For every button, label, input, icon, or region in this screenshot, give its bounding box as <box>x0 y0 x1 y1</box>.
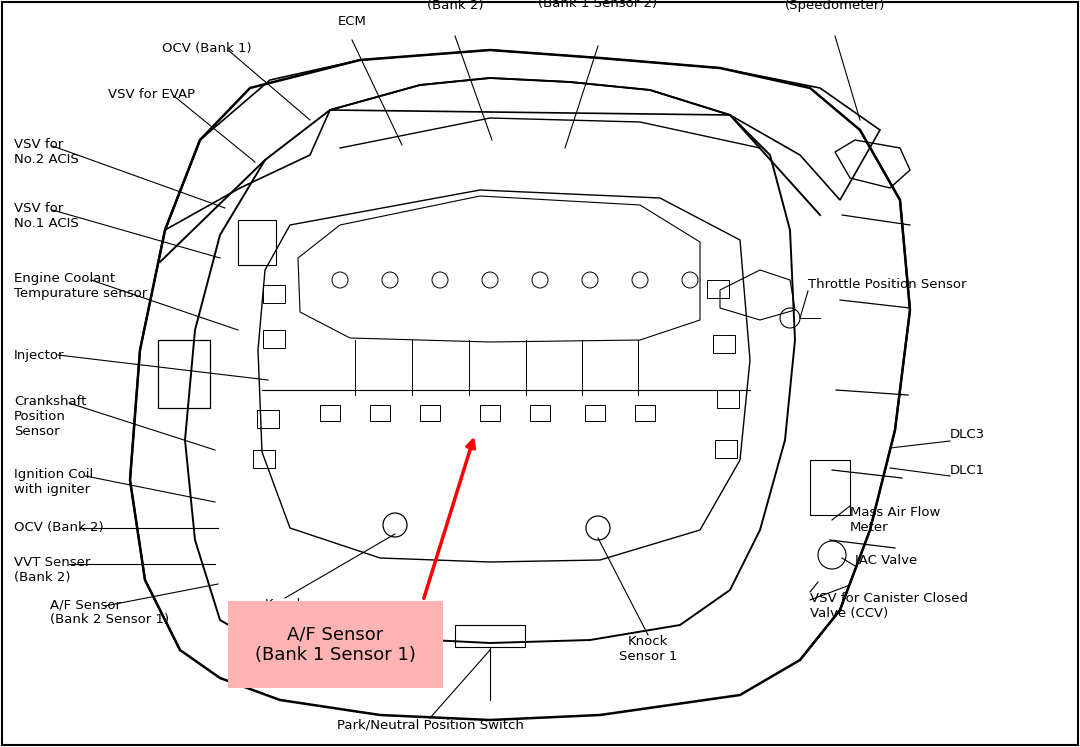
Text: Park/Neutral Position Switch: Park/Neutral Position Switch <box>337 718 524 731</box>
Text: VSV for
No.1 ACIS: VSV for No.1 ACIS <box>14 202 79 230</box>
Text: VSV for Canister Closed
Valve (CCV): VSV for Canister Closed Valve (CCV) <box>810 592 968 620</box>
Text: Engine Coolant
Tempurature sensor: Engine Coolant Tempurature sensor <box>14 272 147 300</box>
Bar <box>264 285 285 303</box>
Bar <box>530 405 550 421</box>
Bar <box>320 405 340 421</box>
Bar <box>635 405 654 421</box>
Text: VVT Sensor
(Bank 2): VVT Sensor (Bank 2) <box>417 0 494 12</box>
Text: Mass Air Flow
Meter: Mass Air Flow Meter <box>850 506 941 534</box>
Bar <box>370 405 390 421</box>
Text: A/F Sensor
(Bank 1 Sensor 1): A/F Sensor (Bank 1 Sensor 1) <box>255 625 416 664</box>
Text: Combination Meter
(Speedometer): Combination Meter (Speedometer) <box>771 0 899 12</box>
Text: Knock
Sensor 1: Knock Sensor 1 <box>256 598 314 626</box>
Bar <box>238 220 276 265</box>
Text: Heated Oxygen
Sensor
(Bank 1 Sensor 2): Heated Oxygen Sensor (Bank 1 Sensor 2) <box>539 0 658 10</box>
Text: Ignition Coil
with igniter: Ignition Coil with igniter <box>14 468 93 496</box>
Bar <box>717 390 739 408</box>
Text: VSV for
No.2 ACIS: VSV for No.2 ACIS <box>14 138 79 166</box>
Bar <box>455 625 525 647</box>
Bar <box>253 450 275 468</box>
Text: VVT Senser
(Bank 2): VVT Senser (Bank 2) <box>14 556 91 584</box>
Text: Knock
Sensor 1: Knock Sensor 1 <box>619 635 677 663</box>
Text: A/F Sensor
(Bank 2 Sensor 1): A/F Sensor (Bank 2 Sensor 1) <box>50 598 170 626</box>
Bar <box>715 440 737 458</box>
Text: Throttle Position Sensor: Throttle Position Sensor <box>808 279 967 291</box>
Bar <box>585 405 605 421</box>
Text: OCV (Bank 1): OCV (Bank 1) <box>162 42 252 55</box>
Text: Injector: Injector <box>14 349 65 362</box>
Bar <box>713 335 735 353</box>
Text: IAC Valve: IAC Valve <box>855 554 917 566</box>
Bar <box>420 405 440 421</box>
Bar <box>707 280 729 298</box>
Text: ECM: ECM <box>338 15 366 28</box>
Bar <box>158 340 210 408</box>
Text: DLC1: DLC1 <box>950 463 985 477</box>
Text: Crankshaft
Position
Sensor: Crankshaft Position Sensor <box>14 395 86 438</box>
Text: VSV for EVAP: VSV for EVAP <box>108 88 195 101</box>
Bar <box>810 460 850 515</box>
Bar <box>480 405 500 421</box>
FancyBboxPatch shape <box>228 601 443 688</box>
Bar <box>257 410 279 428</box>
Bar <box>264 330 285 348</box>
Text: OCV (Bank 2): OCV (Bank 2) <box>14 521 104 535</box>
Text: DLC3: DLC3 <box>950 429 985 441</box>
